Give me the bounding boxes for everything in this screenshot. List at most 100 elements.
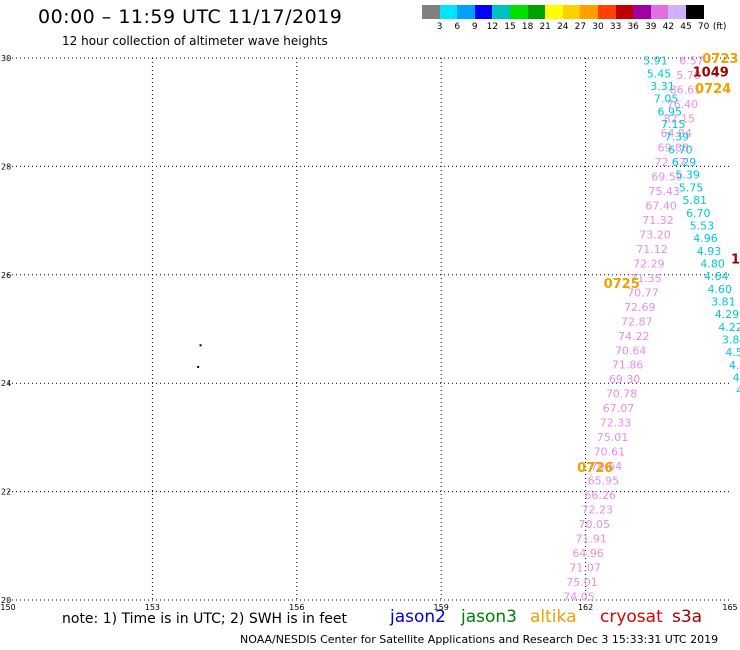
wave-height-value: 74.22: [618, 330, 650, 343]
wave-height-value: 74.05: [563, 590, 595, 603]
legend-label: 9: [471, 22, 478, 32]
wave-height-value: 64.84: [661, 127, 693, 140]
wave-height-value: 71.12: [636, 243, 668, 256]
wave-height-value: 6.70: [668, 143, 693, 156]
legend-label: 45: [680, 22, 692, 32]
wave-height-value: 70.64: [591, 460, 623, 473]
lon-tick-label: 150: [0, 603, 15, 612]
wave-height-value: 4.60: [708, 283, 733, 296]
island-point: [199, 344, 202, 347]
lat-tick-label: 26: [1, 271, 11, 280]
wave-height-value: 4.29: [715, 308, 740, 321]
pass-time-label: 0726: [577, 461, 613, 476]
wave-height-value: 71.32: [642, 214, 674, 227]
legend-label: 33: [609, 22, 622, 32]
wave-height-value: 69.30: [609, 373, 641, 386]
wave-height-value: 4.35: [736, 384, 740, 397]
pass-time-label: 104: [731, 253, 740, 268]
wave-height-value: 5.81: [682, 194, 707, 207]
wave-height-value: 86.61: [670, 84, 702, 97]
wave-height-value: 70.61: [594, 446, 626, 459]
wave-height-value: 70.05: [578, 518, 610, 531]
wave-height-value: 69.88: [658, 142, 690, 155]
wave-height-value: 82.15: [664, 113, 696, 126]
legend-swatch: [545, 5, 563, 19]
legend-label: 42: [662, 22, 675, 32]
wave-height-value: 5.53: [690, 219, 715, 232]
wave-height-value: 71.35: [630, 272, 662, 285]
wave-height-value: 72.29: [633, 257, 665, 270]
wave-height-value: 4.66: [733, 371, 740, 384]
lat-tick-label: 30: [1, 54, 11, 63]
wave-height-value: 4.96: [693, 232, 718, 245]
legend-label: 27: [574, 22, 587, 32]
wave-height-value: 70.77: [627, 286, 659, 299]
wave-height-value: 3.31: [650, 80, 675, 93]
legend-swatch: [615, 5, 634, 19]
wave-height-value: 4.22: [718, 321, 740, 334]
wave-height-value: 4.80: [700, 257, 725, 270]
legend-label: 18: [521, 22, 534, 32]
legend-label: 21: [539, 22, 551, 32]
legend-swatch: [457, 5, 475, 19]
wave-height-value: 5.39: [675, 169, 700, 182]
legend-label: 36: [627, 22, 639, 32]
wave-height-value: 5.78: [676, 69, 701, 82]
legend-label: 30: [592, 22, 604, 32]
pass-time-label: 0725: [604, 277, 640, 292]
wave-height-value: 6.29: [672, 156, 697, 169]
wave-height-value: 6.70: [686, 207, 711, 220]
footer-note: note: 1) Time is in UTC; 2) SWH is in fe…: [62, 611, 348, 627]
legend-swatch: [668, 5, 686, 19]
wave-height-value: 7.39: [665, 131, 690, 144]
legend-swatch: [597, 5, 616, 19]
page-subtitle: 12 hour collection of altimeter wave hei…: [62, 34, 328, 48]
wave-height-value: 65.95: [588, 475, 620, 488]
wave-height-value: 75.01: [566, 576, 598, 589]
wave-height-value: 72.87: [621, 315, 653, 328]
lat-tick-label: 22: [1, 488, 11, 497]
wave-height-value: 71.91: [575, 532, 607, 545]
wave-height-value: 70.64: [615, 344, 647, 357]
legend-swatch: [580, 5, 598, 19]
wave-height-value: 73.20: [639, 228, 671, 241]
wave-height-value: 7.15: [661, 118, 686, 131]
satellite-legend-item: jason3: [461, 607, 517, 627]
legend-swatch: [527, 5, 546, 19]
wave-height-value: 5.91: [643, 55, 668, 68]
satellite-legend-item: s3a: [672, 607, 703, 627]
wave-height-value: 5.75: [679, 181, 704, 194]
legend-swatch: [650, 5, 669, 19]
lon-tick-label: 159: [434, 603, 449, 612]
wave-height-value: 71.07: [569, 561, 601, 574]
wave-height-value: 3.83: [722, 333, 740, 346]
wave-height-value: 72.69: [624, 301, 656, 314]
legend-label: 12: [486, 22, 499, 32]
island-point: [197, 365, 200, 368]
satellite-legend-item: jason2: [390, 607, 446, 627]
lat-tick-label: 20: [1, 596, 11, 605]
legend-swatch: [509, 5, 528, 19]
legend-label: 70: [697, 22, 710, 32]
page-title: 00:00 – 11:59 UTC 11/17/2019: [38, 6, 343, 28]
legend-swatch: [685, 5, 704, 19]
pass-time-label: 0724: [695, 82, 731, 97]
pass-time-label: 1049: [693, 66, 729, 81]
wave-height-value: 4.52: [725, 346, 740, 359]
legend-label: 6: [454, 22, 461, 32]
lon-tick-label: 165: [722, 603, 737, 612]
lon-tick-label: 162: [578, 603, 593, 612]
satellite-legend-item: cryosat: [600, 607, 663, 627]
legend-labels: 3 6 9 12 15 18 21 24 27 30 33 36 39 42 45 70 (ft): [422, 22, 740, 34]
legend-swatch: [492, 5, 510, 19]
wave-height-value: 75.01: [597, 431, 629, 444]
legend-swatch: [422, 5, 440, 19]
wave-height-value: 67.40: [645, 199, 677, 212]
wave-height-value: 72.33: [600, 417, 632, 430]
legend-label: 39: [645, 22, 657, 32]
wave-height-value: 6.57: [679, 55, 704, 68]
wave-height-value: 75.43: [648, 185, 680, 198]
lon-tick-label: 153: [145, 603, 160, 612]
wave-height-value: 4.63: [729, 359, 740, 372]
